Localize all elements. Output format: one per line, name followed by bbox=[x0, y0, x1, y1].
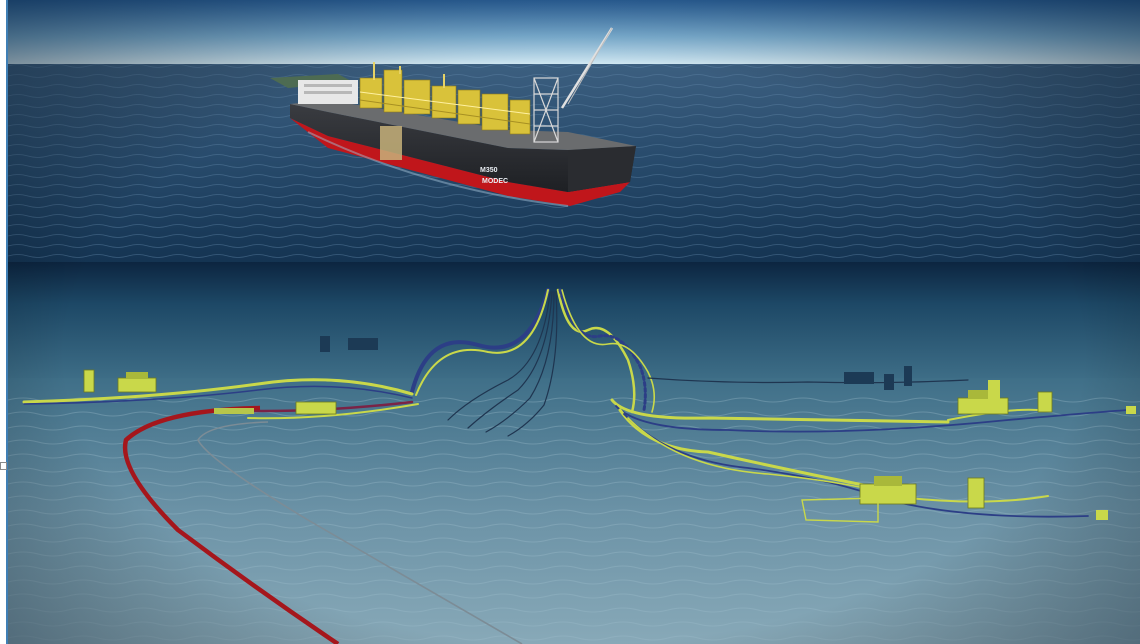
export-pipeline bbox=[122, 405, 340, 644]
left-subsea-equipment bbox=[83, 336, 378, 415]
topsides-modules bbox=[359, 69, 531, 135]
hull-side bbox=[290, 104, 636, 192]
risers bbox=[410, 288, 656, 437]
hull-brand-marking: MODEC bbox=[482, 178, 508, 185]
hull-name-marking: M350 bbox=[480, 167, 498, 174]
hull-deck bbox=[290, 100, 636, 150]
riser-turret-tower bbox=[533, 77, 559, 143]
gas-pipeline bbox=[197, 421, 523, 644]
hull-red-band bbox=[290, 118, 630, 206]
hull-stern bbox=[568, 146, 636, 192]
topsides-stacks bbox=[373, 62, 445, 88]
resize-handle-icon[interactable] bbox=[0, 462, 7, 470]
brand-logo-icon bbox=[473, 177, 479, 183]
fpso-subsea-illustration: M350 MODEC bbox=[8, 0, 1140, 644]
right-subsea-equipment bbox=[801, 366, 1136, 523]
hull-ladder bbox=[380, 126, 402, 160]
crane-boom bbox=[560, 27, 614, 109]
left-frame-edge bbox=[6, 0, 8, 644]
fpso-vessel: M350 MODEC bbox=[270, 27, 636, 207]
